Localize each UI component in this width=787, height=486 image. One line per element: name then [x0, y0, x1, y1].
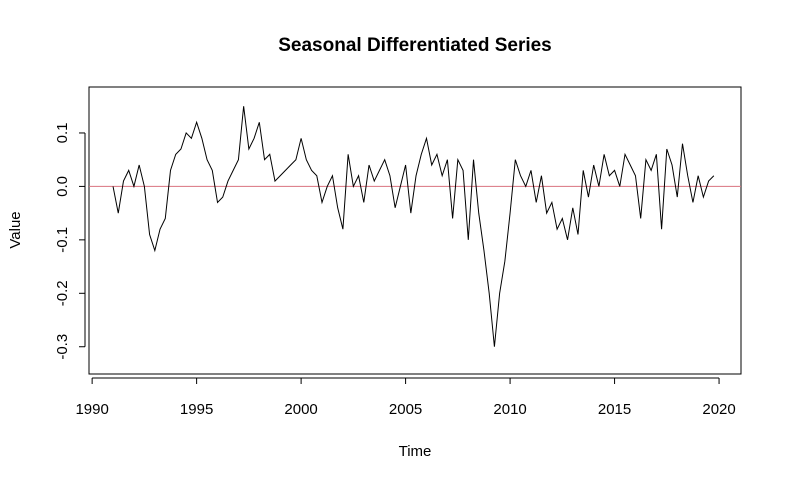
x-tick-label: 1995	[180, 401, 213, 418]
x-tick-label: 2015	[598, 401, 631, 418]
chart-title: Seasonal Differentiated Series	[278, 35, 552, 56]
y-tick-label: 0.0	[54, 176, 71, 197]
series-line	[112, 106, 715, 347]
y-tick-label: 0.1	[54, 123, 71, 144]
x-tick-label: 2010	[493, 401, 526, 418]
y-axis-title: Value	[7, 211, 24, 248]
x-tick-label: 2020	[702, 401, 735, 418]
x-axis-title: Time	[399, 443, 432, 460]
y-tick-label: -0.3	[54, 334, 71, 360]
plot-box	[88, 86, 742, 375]
x-tick-label: 2000	[284, 401, 317, 418]
x-tick-label: 2005	[389, 401, 422, 418]
x-tick-label: 1990	[75, 401, 108, 418]
y-tick-label: -0.2	[54, 280, 71, 306]
y-tick-label: -0.1	[54, 227, 71, 253]
